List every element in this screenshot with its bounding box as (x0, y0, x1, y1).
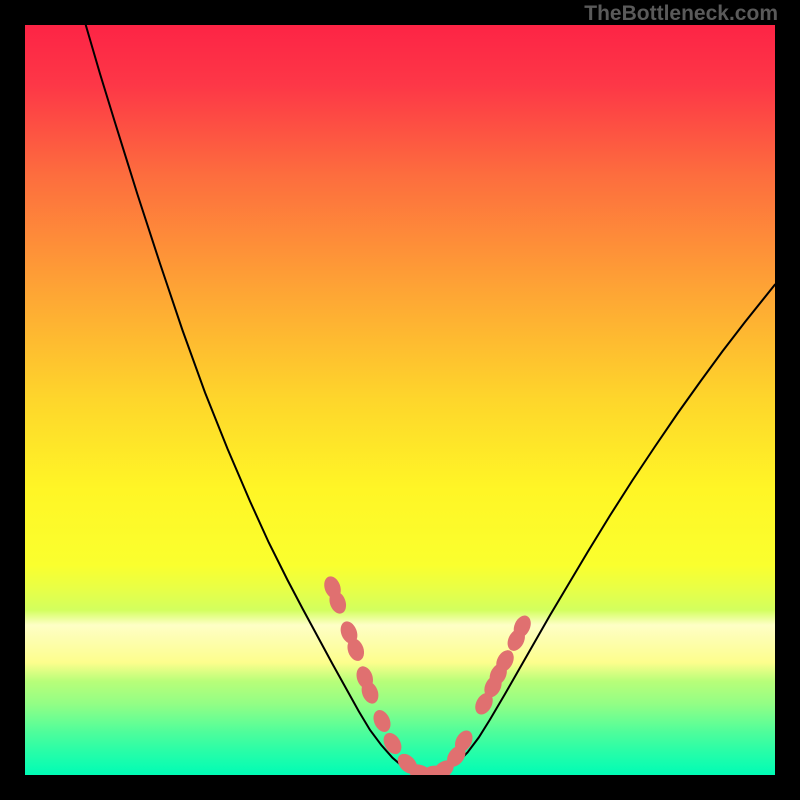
watermark-text: TheBottleneck.com (584, 2, 778, 26)
chart-background (25, 25, 775, 775)
bottleneck-chart (25, 25, 775, 775)
chart-canvas (25, 25, 775, 775)
